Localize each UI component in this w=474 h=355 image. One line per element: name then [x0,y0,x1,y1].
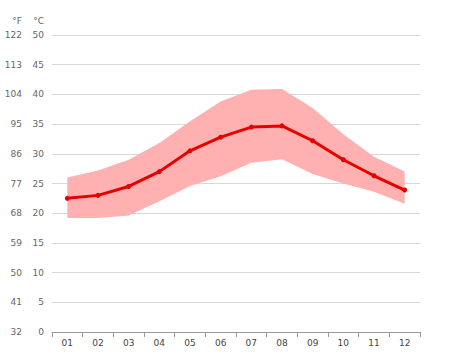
svg-text:20: 20 [33,208,45,218]
svg-text:°F: °F [12,16,22,26]
svg-text:08: 08 [276,338,288,348]
svg-text:113: 113 [5,60,22,70]
svg-text:95: 95 [11,119,22,129]
svg-text:77: 77 [11,179,22,189]
svg-text:°C: °C [33,16,44,26]
svg-text:40: 40 [33,89,45,99]
svg-text:122: 122 [5,30,22,40]
svg-text:50: 50 [33,30,45,40]
svg-text:68: 68 [11,208,23,218]
svg-text:30: 30 [33,149,45,159]
svg-text:25: 25 [33,179,44,189]
svg-text:59: 59 [11,238,23,248]
svg-text:35: 35 [33,119,44,129]
svg-text:01: 01 [62,338,73,348]
svg-text:07: 07 [246,338,257,348]
svg-text:11: 11 [368,338,379,348]
svg-text:05: 05 [184,338,195,348]
svg-text:09: 09 [307,338,319,348]
svg-text:02: 02 [92,338,103,348]
svg-text:12: 12 [399,338,410,348]
svg-text:15: 15 [33,238,44,248]
svg-text:0: 0 [38,327,44,337]
svg-text:03: 03 [123,338,134,348]
svg-text:10: 10 [338,338,350,348]
svg-text:86: 86 [11,149,23,159]
svg-text:10: 10 [33,268,45,278]
svg-text:04: 04 [154,338,166,348]
svg-text:45: 45 [33,60,44,70]
svg-text:5: 5 [38,297,44,307]
svg-text:104: 104 [5,89,22,99]
svg-text:32: 32 [11,327,22,337]
svg-text:41: 41 [11,297,22,307]
svg-text:06: 06 [215,338,227,348]
svg-text:50: 50 [11,268,23,278]
